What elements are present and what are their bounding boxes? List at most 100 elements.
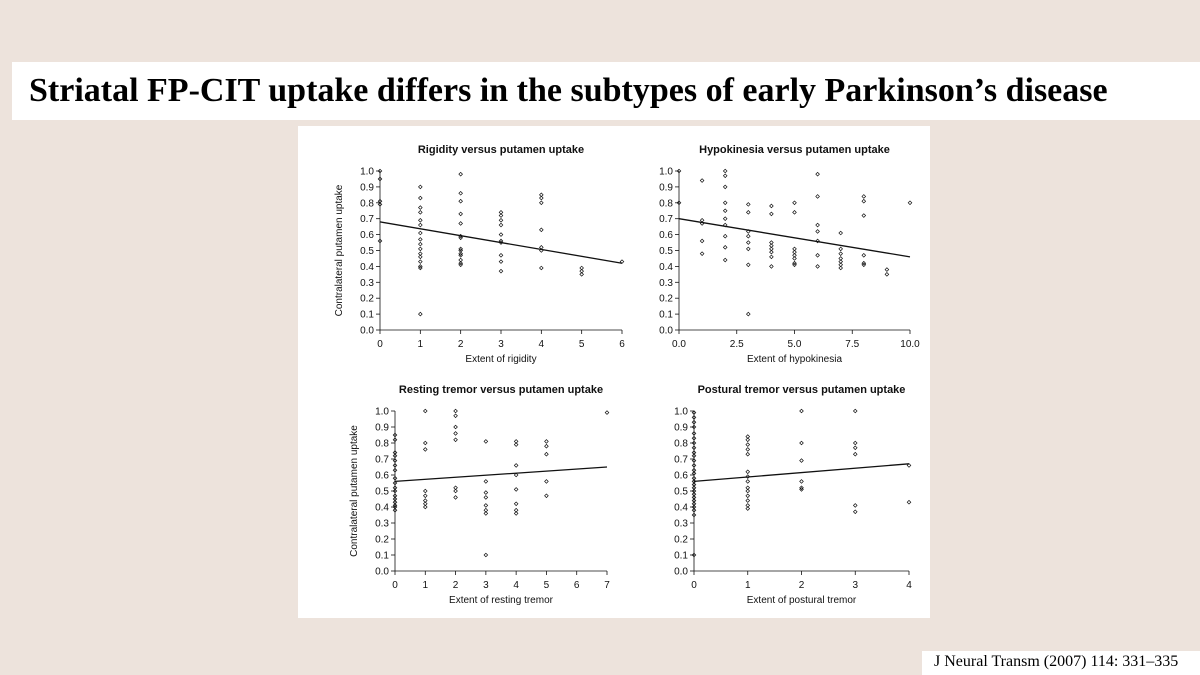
data-point	[722, 216, 728, 221]
data-point	[691, 431, 697, 436]
scatter-panel-1: Rigidity versus putamen uptake 0.0 0.1 0.2 0…	[334, 144, 625, 365]
x-tick-label: 4	[906, 580, 912, 591]
data-point	[544, 479, 549, 484]
data-point	[513, 487, 519, 492]
y-tick-label: 0.2	[659, 294, 673, 305]
y-tick-label: 0.7	[674, 455, 688, 466]
data-point	[392, 437, 398, 443]
y-tick-label: 0.3	[375, 519, 389, 530]
data-point	[815, 238, 820, 244]
x-tick-label: 2	[458, 339, 464, 350]
data-point	[392, 432, 398, 438]
data-point	[418, 205, 423, 210]
data-point	[392, 503, 398, 508]
y-tick-label: 0.2	[674, 535, 688, 546]
data-point	[458, 251, 463, 256]
data-point	[676, 200, 682, 206]
data-point	[699, 178, 705, 183]
data-point	[604, 410, 610, 415]
data-point	[418, 184, 423, 190]
data-point	[498, 213, 504, 218]
data-point	[458, 235, 463, 241]
y-tick-label: 0.3	[360, 278, 374, 289]
y-tick-label: 0.7	[360, 214, 374, 225]
data-point	[539, 200, 544, 206]
y-tick-label: 0.7	[659, 214, 673, 225]
data-point	[453, 488, 458, 494]
data-point	[544, 439, 549, 444]
y-tick-label: 0.5	[375, 487, 389, 498]
x-tick-label: 5.0	[788, 339, 802, 350]
data-point	[745, 469, 751, 475]
data-point	[418, 265, 423, 271]
x-tick-label: 6	[619, 339, 625, 350]
data-point	[746, 246, 751, 252]
data-point	[691, 458, 697, 463]
data-point	[377, 176, 383, 182]
data-point	[745, 479, 751, 484]
data-point	[861, 262, 867, 268]
data-point	[458, 260, 463, 266]
data-point	[746, 233, 751, 239]
data-point	[745, 437, 751, 443]
data-point	[799, 408, 804, 414]
y-tick-label: 1.0	[375, 407, 389, 418]
data-point	[483, 439, 489, 444]
panel-title: Hypokinesia versus putamen uptake	[699, 144, 890, 156]
panel-title: Resting tremor versus putamen uptake	[399, 384, 603, 396]
y-tick-label: 0.1	[674, 551, 688, 562]
data-point	[722, 222, 728, 228]
data-point	[745, 498, 751, 503]
data-point	[691, 453, 697, 459]
data-point	[418, 210, 423, 215]
data-point	[691, 512, 697, 518]
data-point	[745, 442, 751, 447]
data-point	[544, 443, 549, 449]
x-tick-label: 3	[498, 339, 504, 350]
data-point	[852, 503, 858, 508]
x-axis-label: Extent of hypokinesia	[747, 354, 842, 365]
data-point	[906, 499, 912, 505]
data-point	[861, 260, 867, 266]
data-point	[392, 463, 398, 468]
data-point	[498, 217, 504, 223]
data-point	[815, 171, 820, 177]
trend-line	[394, 466, 608, 483]
data-point	[815, 252, 820, 258]
y-tick-label: 0.1	[360, 310, 374, 321]
x-tick-label: 2	[799, 580, 805, 591]
data-point	[483, 495, 489, 500]
data-point	[722, 245, 728, 250]
data-point	[418, 230, 423, 236]
data-point	[838, 251, 843, 256]
data-point	[745, 447, 751, 452]
data-point	[498, 222, 504, 228]
x-tick-label: 3	[483, 580, 489, 591]
data-point	[418, 195, 423, 201]
data-point	[769, 249, 774, 255]
data-point	[884, 272, 890, 277]
x-tick-label: 1	[745, 580, 751, 591]
data-point	[418, 311, 423, 317]
data-point	[392, 488, 398, 494]
data-point	[722, 200, 728, 206]
y-tick-label: 0.4	[674, 503, 688, 514]
data-point	[722, 168, 728, 174]
data-point	[838, 246, 843, 252]
data-point	[722, 233, 728, 239]
data-point	[422, 440, 428, 446]
data-point	[699, 221, 705, 226]
data-point	[745, 493, 751, 499]
data-point	[746, 262, 751, 268]
data-point	[458, 171, 463, 177]
data-point	[453, 431, 458, 436]
data-point	[498, 232, 504, 237]
y-tick-label: 0.1	[659, 310, 673, 321]
data-point	[852, 408, 858, 414]
data-point	[418, 217, 423, 223]
data-point	[453, 408, 458, 414]
y-tick-label: 0.6	[659, 230, 673, 241]
data-point	[458, 252, 463, 258]
data-point	[907, 200, 913, 206]
y-tick-label: 0.3	[659, 278, 673, 289]
